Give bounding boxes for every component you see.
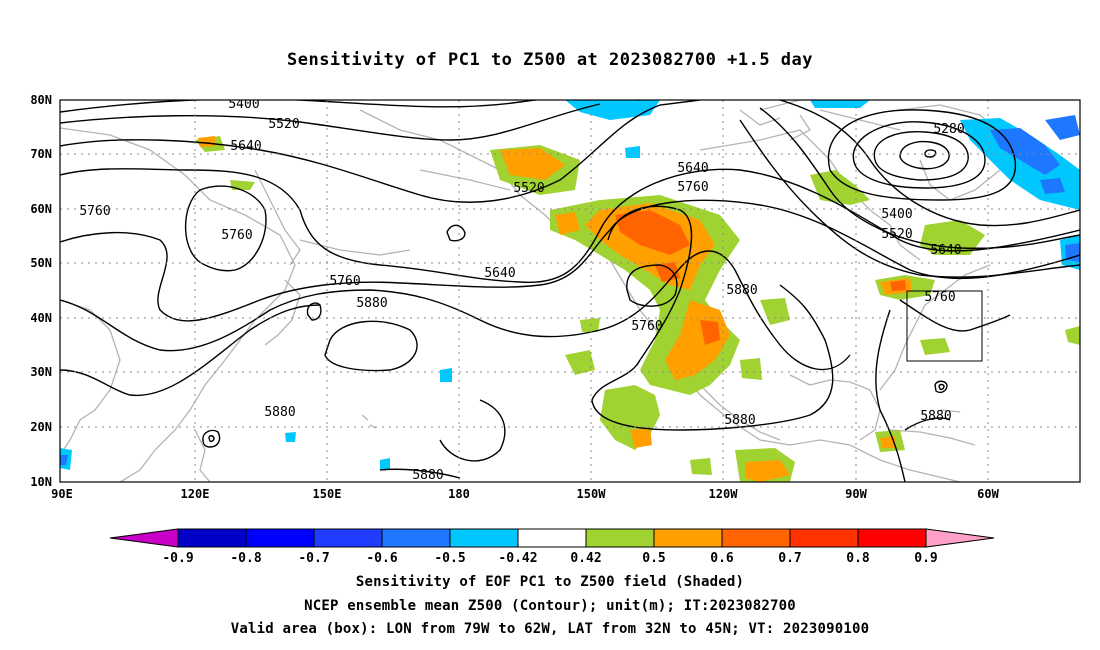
lon-label: 180: [448, 487, 470, 501]
contour-labels: 5400 5520 5640 5760 5520 5640 5760 5880 …: [79, 97, 964, 483]
lat-label: 40N: [30, 311, 52, 325]
colorbar-label: -0.7: [298, 551, 329, 566]
plot-frame: [59, 99, 1081, 483]
contour-label: 5640: [484, 266, 515, 281]
colorbar-swatch: [721, 528, 791, 548]
lat-label: 80N: [30, 93, 52, 107]
caption-line-2: NCEP ensemble mean Z500 (Contour); unit(…: [304, 598, 796, 614]
lon-label: 150E: [313, 487, 342, 501]
colorbar-label: 0.8: [846, 551, 870, 566]
colorbar-left-arrow: [109, 528, 179, 548]
colorbar-label: 0.6: [710, 551, 734, 566]
colorbar-label: -0.8: [230, 551, 261, 566]
caption-line-3: Valid area (box): LON from 79W to 62W, L…: [230, 621, 870, 637]
lon-label: 120W: [709, 487, 739, 501]
contour-label: 5760: [329, 274, 360, 289]
colorbar-swatch: [313, 528, 383, 548]
colorbar-swatch: [245, 528, 315, 548]
contour-label: 5880: [264, 405, 295, 420]
lon-label: 150W: [577, 487, 607, 501]
colorbar-swatch: [789, 528, 859, 548]
colorbar-swatch: [381, 528, 451, 548]
contour-label: 5880: [412, 468, 443, 483]
contour-label: 5640: [677, 161, 708, 176]
contour-label: 5520: [881, 227, 912, 242]
colorbar-label: 0.9: [914, 551, 937, 566]
contour-label: 5640: [230, 139, 261, 154]
colorbar-label: 0.42: [570, 551, 601, 566]
lat-label: 50N: [30, 256, 52, 270]
contour-label: 5400: [881, 207, 912, 222]
colorbar-label: -0.5: [434, 551, 465, 566]
contour-label: 5400: [228, 97, 259, 112]
colorbar-label: -0.9: [162, 551, 193, 566]
colorbar-swatch: [585, 528, 655, 548]
lon-axis: 90E 120E 150E 180 150W 120W 90W 60W: [51, 487, 999, 501]
lat-label: 60N: [30, 202, 52, 216]
contour-label: 5520: [513, 181, 544, 196]
lat-label: 70N: [30, 147, 52, 161]
contour-label: 5640: [930, 243, 961, 258]
colorbar-swatch: [653, 528, 723, 548]
lat-label: 10N: [30, 475, 52, 489]
contour-label: 5880: [356, 296, 387, 311]
lon-label: 120E: [181, 487, 210, 501]
contour-label: 5280: [933, 122, 964, 137]
colorbar-label: 0.7: [778, 551, 801, 566]
caption-line-1: Sensitivity of EOF PC1 to Z500 field (Sh…: [355, 574, 745, 590]
contour-label: 5880: [724, 413, 755, 428]
contour-label: 5520: [268, 117, 299, 132]
lat-axis: 80N 70N 60N 50N 40N 30N 20N 10N: [30, 93, 52, 489]
lat-label: 20N: [30, 420, 52, 434]
lon-label: 90W: [845, 487, 867, 501]
colorbar-label: -0.42: [498, 551, 537, 566]
contour-label: 5880: [920, 409, 951, 424]
contour-label: 5760: [924, 290, 955, 305]
contour-label: 5760: [221, 228, 252, 243]
map-gridlines: [60, 100, 1080, 482]
lat-label: 30N: [30, 365, 52, 379]
colorbar-swatch: [449, 528, 519, 548]
colorbar-label: 0.5: [642, 551, 665, 566]
z500-contours: [60, 100, 1080, 482]
valid-area-box: [906, 290, 983, 362]
contour-label: 5880: [726, 283, 757, 298]
colorbar-swatch: [177, 528, 247, 548]
contour-label: 5760: [677, 180, 708, 195]
colorbar-label: -0.6: [366, 551, 397, 566]
contour-label: 5760: [79, 204, 110, 219]
colorbar: -0.9 -0.8 -0.7 -0.6 -0.5 -0.42 0.42 0.5 0.6 0.7 0.…: [109, 528, 995, 566]
chart-title: Sensitivity of PC1 to Z500 at 2023082700…: [286, 50, 813, 70]
lon-label: 60W: [977, 487, 999, 501]
contour-label: 5760: [631, 319, 662, 334]
lon-label: 90E: [51, 487, 73, 501]
colorbar-swatch: [517, 528, 587, 548]
colorbar-right-arrow: [925, 528, 995, 548]
colorbar-swatch: [857, 528, 927, 548]
